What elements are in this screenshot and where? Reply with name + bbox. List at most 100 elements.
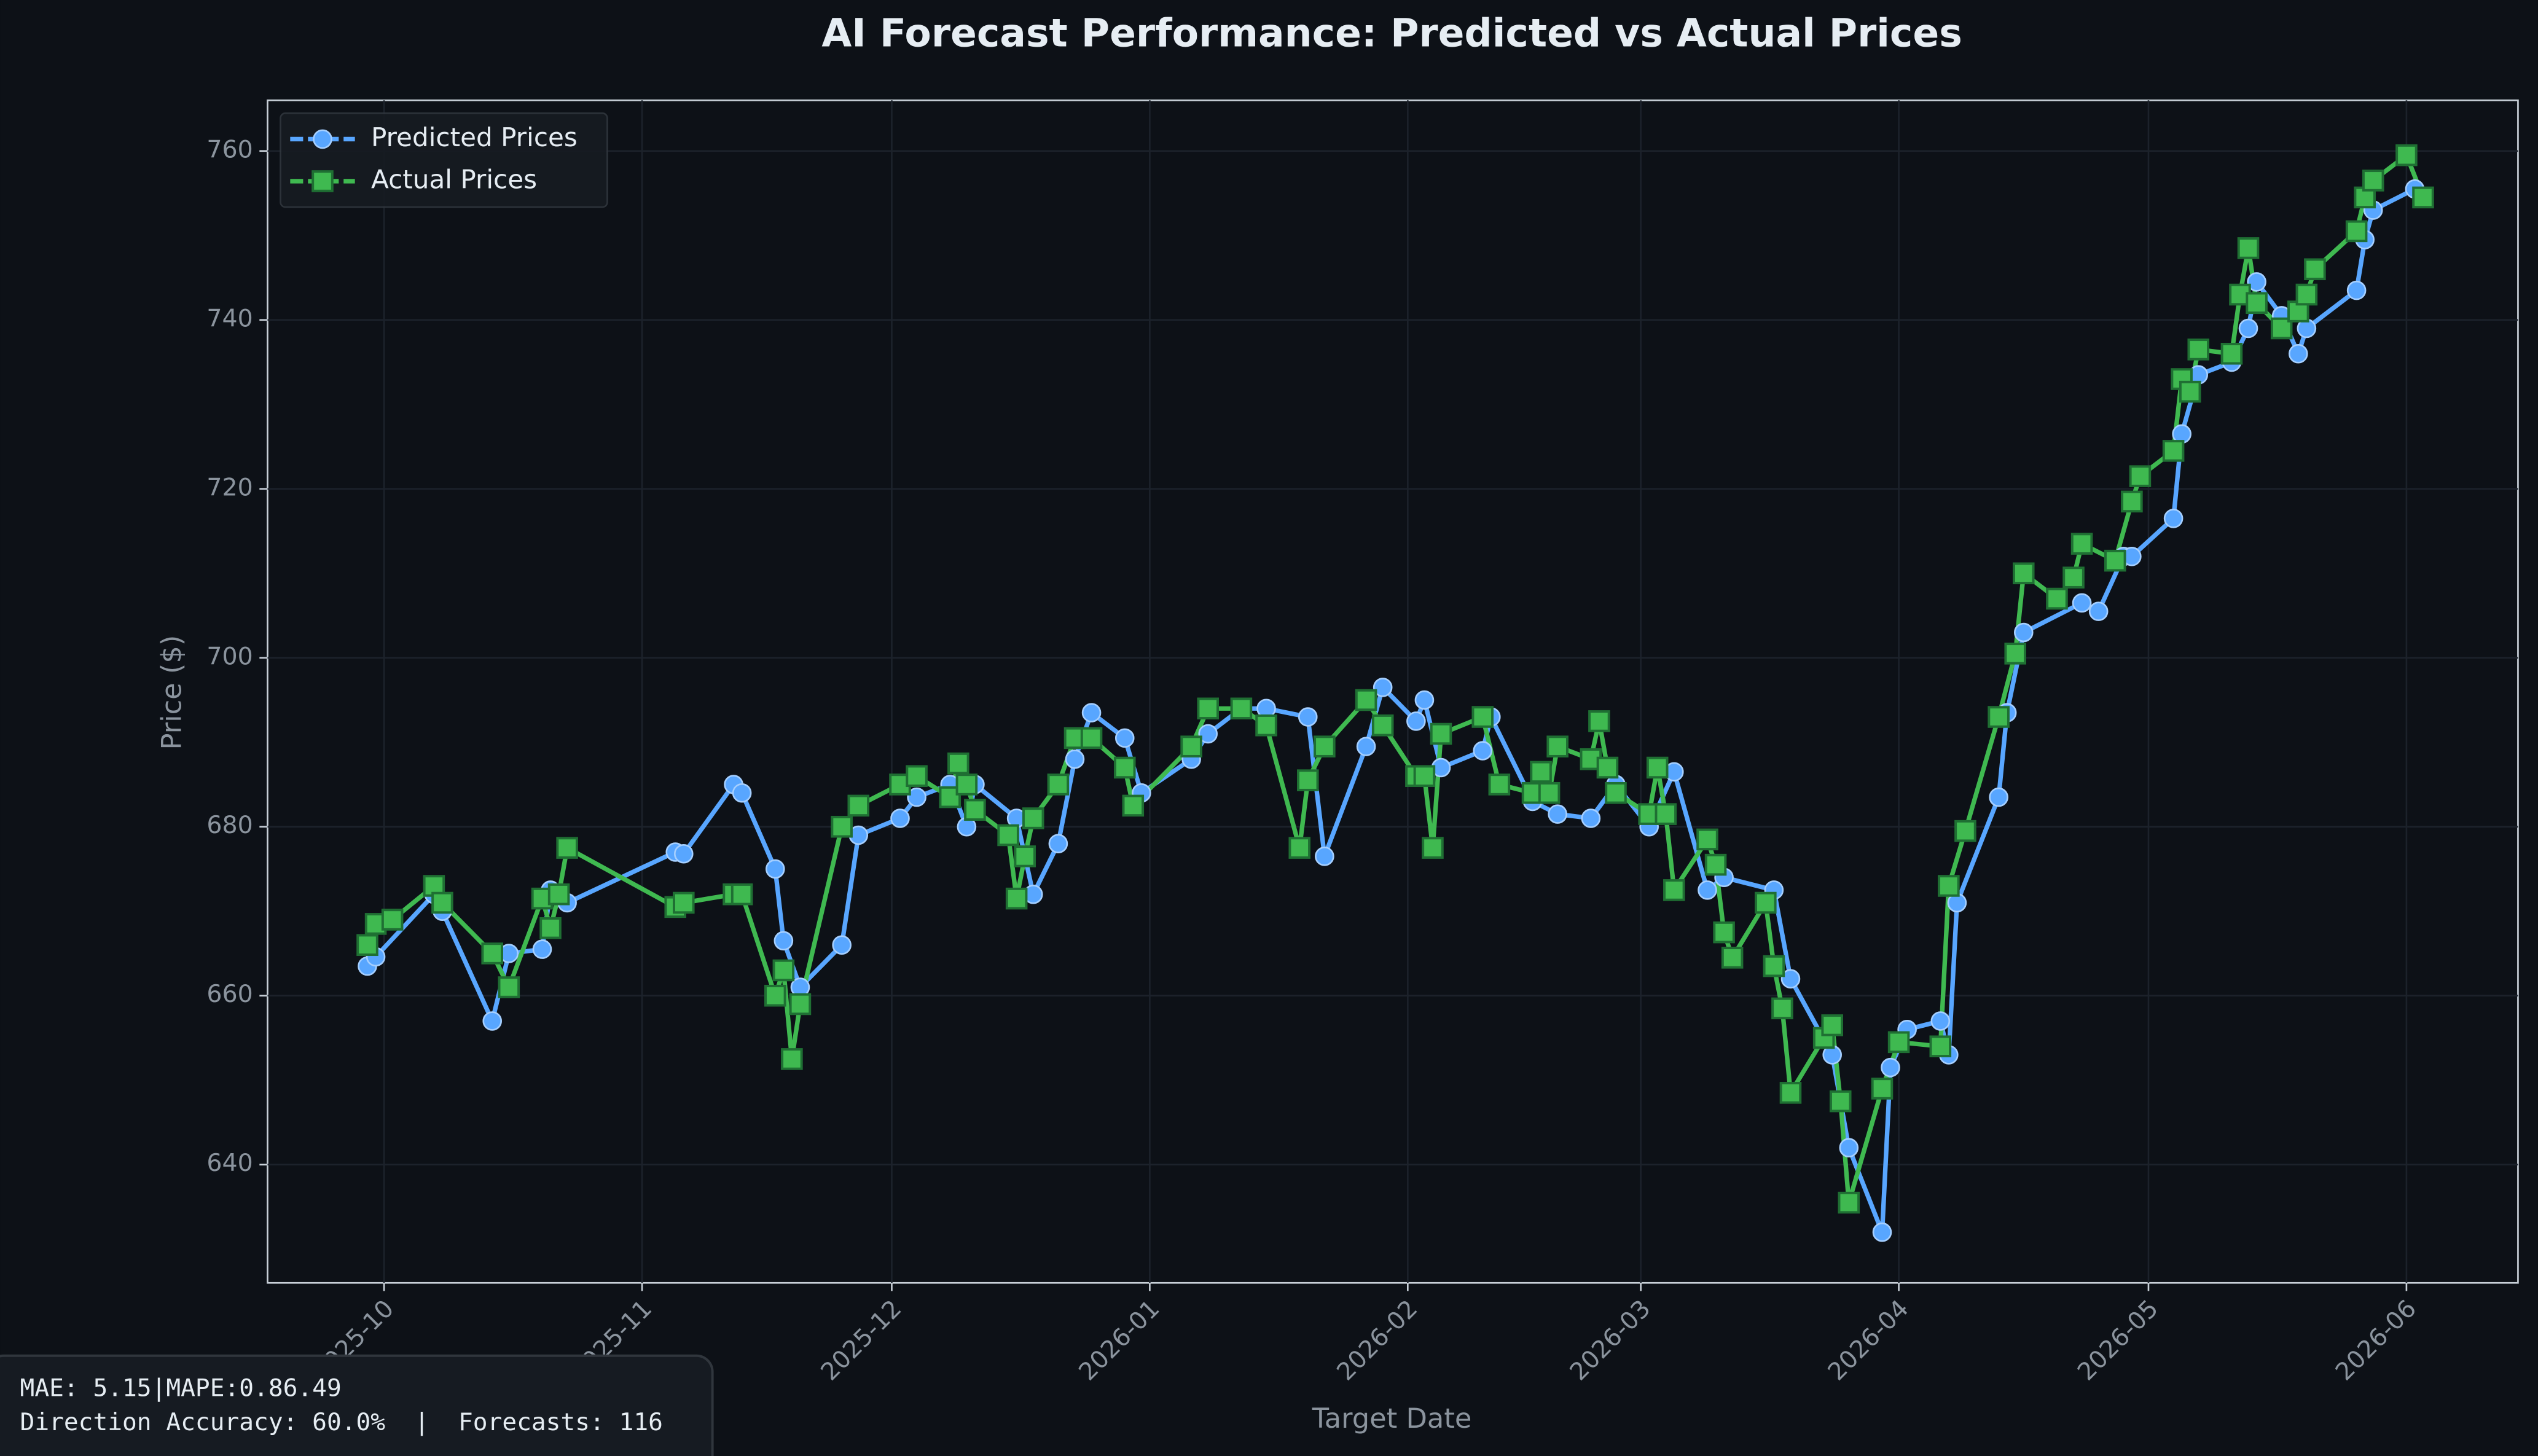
grid — [267, 100, 2518, 1283]
data-point — [2237, 237, 2260, 259]
data-point — [772, 959, 795, 982]
data-point — [774, 931, 794, 951]
data-point — [2179, 380, 2201, 403]
data-point — [1548, 804, 1567, 824]
data-point — [2046, 587, 2068, 610]
data-point — [1989, 787, 2008, 807]
data-point — [1871, 1078, 1894, 1100]
data-point — [1839, 1138, 1859, 1158]
data-point — [732, 783, 752, 803]
data-point — [1005, 887, 1028, 910]
data-point — [2304, 258, 2326, 281]
data-point — [1887, 1031, 1910, 1054]
data-point — [1047, 773, 1070, 796]
data-point — [1488, 773, 1511, 796]
data-point — [1197, 697, 1219, 720]
data-point — [2289, 343, 2308, 364]
data-point — [1938, 875, 1960, 897]
y-tick-label: 640 — [206, 1149, 253, 1177]
data-point — [730, 883, 753, 906]
data-point — [1355, 689, 1377, 711]
data-point — [781, 1048, 803, 1070]
data-point — [1930, 1011, 1951, 1031]
data-point — [1255, 714, 1277, 737]
data-point — [1546, 735, 1569, 757]
data-point — [1113, 756, 1136, 779]
data-point — [2412, 186, 2434, 209]
data-point — [673, 843, 694, 864]
data-point — [1646, 756, 1669, 779]
data-point — [1288, 837, 1311, 859]
data-point — [498, 976, 520, 998]
y-tick-label: 700 — [206, 642, 253, 670]
data-point — [2162, 440, 2185, 462]
data-point — [1022, 807, 1044, 829]
data-point — [831, 815, 853, 838]
data-point — [2246, 292, 2268, 315]
y-axis-label: Price ($) — [155, 635, 188, 750]
data-point — [1473, 741, 1493, 761]
data-point — [1954, 820, 1976, 842]
data-point — [955, 773, 978, 796]
data-point — [1014, 845, 1036, 867]
data-point — [1755, 891, 1777, 914]
data-point — [947, 752, 969, 775]
data-point — [1588, 710, 1610, 732]
data-point — [1080, 727, 1103, 750]
data-point — [2220, 342, 2243, 365]
data-point — [997, 824, 1019, 847]
data-point — [1605, 781, 1627, 804]
data-point — [1314, 735, 1336, 757]
data-point — [1771, 997, 1793, 1020]
data-point — [1929, 1035, 1952, 1058]
marks — [356, 144, 2434, 1242]
data-point — [1414, 690, 1435, 710]
legend-box — [280, 112, 608, 208]
data-point — [1704, 853, 1727, 876]
data-point — [1373, 678, 1393, 697]
data-point — [1713, 921, 1735, 944]
data-point — [1122, 794, 1145, 817]
y-tick-label: 740 — [206, 304, 253, 332]
legend-marker — [313, 129, 332, 149]
data-point — [1779, 1082, 1802, 1104]
data-point — [1655, 803, 1677, 825]
data-point — [1198, 724, 1218, 744]
plot-area — [267, 99, 2519, 1284]
data-point — [1471, 706, 1494, 728]
data-point — [481, 942, 503, 965]
data-point — [1114, 728, 1135, 748]
chart-title: AI Forecast Performance: Predicted vs Ac… — [821, 10, 1962, 56]
data-point — [1872, 1222, 1892, 1242]
legend-label: Actual Prices — [371, 164, 537, 194]
data-point — [2070, 533, 2093, 555]
data-point — [381, 909, 404, 931]
stats-line: Direction Accuracy: 60.0% | Forecasts: 1… — [20, 1408, 663, 1436]
data-point — [1371, 714, 1394, 737]
data-point — [1780, 969, 1801, 989]
stats-box — [0, 1354, 714, 1456]
data-point — [2295, 283, 2318, 306]
data-point — [1838, 1191, 1860, 1214]
data-point — [2072, 593, 2092, 613]
data-point — [547, 883, 570, 906]
y-tick-label: 760 — [206, 135, 253, 163]
data-point — [1413, 765, 1436, 788]
data-point — [1596, 756, 1619, 779]
y-tick-label: 720 — [206, 473, 253, 501]
data-point — [1696, 828, 1718, 851]
data-point — [482, 1011, 503, 1031]
data-point — [766, 859, 785, 879]
data-point — [356, 934, 378, 957]
data-point — [2062, 566, 2085, 589]
data-point — [1356, 737, 1376, 756]
data-point — [2012, 562, 2035, 585]
data-point — [1663, 879, 1685, 901]
data-point — [2345, 220, 2368, 243]
data-point — [1581, 808, 1601, 828]
data-point — [2004, 643, 2027, 665]
data-point — [907, 787, 926, 807]
data-point — [2247, 272, 2266, 292]
data-point — [1988, 706, 2010, 728]
